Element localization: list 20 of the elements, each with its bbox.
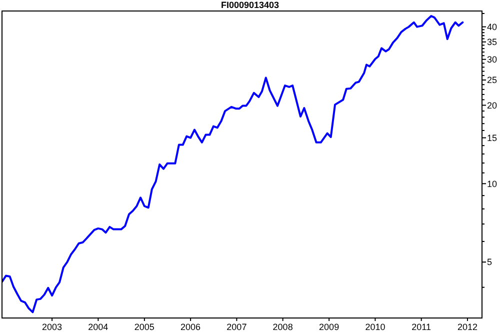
y-tick-label: 40: [487, 22, 498, 32]
y-tick-label: 10: [487, 178, 498, 189]
x-tick-label: 2008: [272, 322, 293, 332]
y-tick-label: 5: [487, 257, 492, 268]
x-tick-label: 2003: [42, 322, 62, 332]
x-tick-label: 2004: [88, 322, 108, 332]
x-tick-label: 2006: [180, 322, 201, 332]
x-tick-label: 2007: [226, 322, 247, 332]
x-tick-label: 2012: [457, 322, 478, 332]
x-tick-label: 2011: [412, 322, 432, 332]
line-series: [2, 15, 464, 314]
x-tick-label: 2009: [319, 322, 340, 332]
y-tick-label: 15: [487, 132, 498, 143]
y-tick-label: 35: [487, 37, 498, 48]
x-tick-label: 2010: [365, 322, 386, 332]
x-tick-label: 2005: [134, 322, 154, 332]
y-tick-label: 25: [487, 75, 498, 86]
y-tick-label: 20: [487, 100, 498, 110]
chart-title: FI0009013403: [220, 0, 280, 10]
y-tick-label: 30: [487, 54, 498, 65]
